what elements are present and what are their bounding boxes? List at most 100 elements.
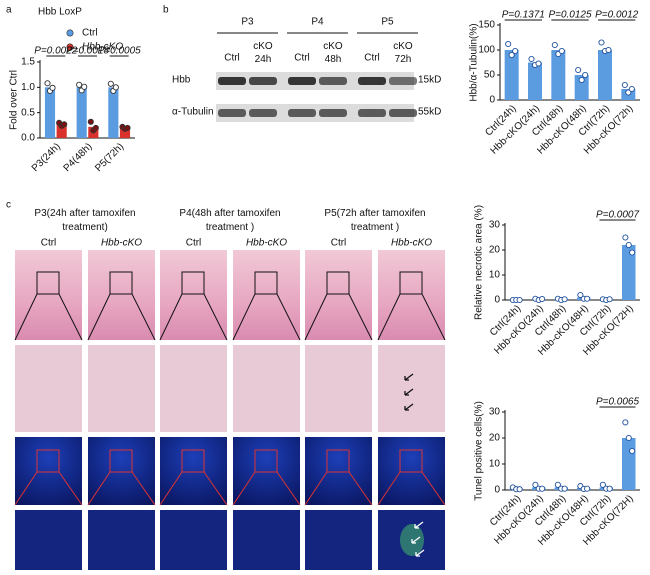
histology-group: P5(72h after tamoxifen treatment )	[324, 208, 425, 233]
blot-band	[358, 109, 386, 117]
he-high	[88, 345, 155, 432]
p-value: P=0.1371	[502, 10, 545, 21]
blot-lane: cKO 72h	[393, 41, 413, 65]
y-tick-label: 100	[478, 45, 495, 56]
blot-lane: Ctrl	[364, 53, 380, 64]
zoom-line	[14, 471, 38, 506]
legend-marker	[66, 29, 74, 37]
y-tick-label: 0	[494, 485, 500, 496]
arrow	[411, 536, 421, 544]
data-point	[622, 234, 629, 241]
y-tick-label: 150	[478, 20, 495, 31]
blot-row-label: Hbb	[172, 75, 191, 86]
fluor-box	[181, 449, 205, 473]
data-point	[107, 80, 114, 87]
y-tick-label: 10	[489, 459, 501, 470]
data-point	[629, 249, 636, 256]
data-point	[539, 295, 546, 303]
data-point	[605, 46, 612, 54]
fluor-low	[305, 437, 372, 505]
y-tick-label: 30	[489, 220, 501, 231]
data-point	[87, 118, 94, 125]
data-point	[625, 241, 632, 249]
blot-lane-part: cKO	[393, 41, 413, 52]
arrow	[404, 388, 414, 396]
blot-lane: Ctrl	[224, 53, 240, 64]
zoom-line	[159, 471, 183, 506]
blot-group: P3	[241, 17, 254, 28]
histology-group: P4(48h after tamoxifen treatment )	[179, 208, 280, 233]
histology-group-part: P4(48h after tamoxifen	[179, 208, 280, 219]
blot-lane: cKO 24h	[253, 41, 273, 65]
bar	[622, 438, 636, 490]
blot-lane-part: 72h	[395, 54, 412, 65]
he-high	[160, 345, 227, 432]
he-box	[399, 271, 423, 295]
blot-band	[249, 77, 277, 85]
y-tick-label: 0	[489, 95, 495, 106]
zoom-line	[421, 471, 446, 506]
he-low	[378, 250, 445, 340]
he-high	[233, 345, 300, 432]
y-tick-label: 0	[494, 295, 500, 306]
y-tick-label: 50	[484, 70, 496, 81]
bar	[504, 50, 519, 100]
data-point	[112, 84, 119, 91]
data-point	[49, 84, 56, 91]
y-tick-label: 20	[489, 245, 501, 256]
blot-band	[319, 77, 347, 85]
panel-label: a	[6, 5, 12, 16]
blot-band	[319, 109, 347, 117]
fluor-box	[399, 449, 423, 473]
zoom-line	[348, 471, 373, 506]
zoom-line	[131, 471, 156, 506]
x-tick-label: P5(72h)	[93, 141, 126, 174]
data-point	[505, 40, 512, 48]
fluor-box	[36, 449, 60, 473]
blot-lane-part: cKO	[323, 41, 343, 52]
histology-group-part: treatment )	[351, 222, 399, 233]
y-axis-label: Relative necrotic area (%)	[474, 205, 485, 320]
p-value: P=0.0022	[34, 46, 78, 57]
y-tick-label: 30	[489, 407, 501, 418]
fluor-high	[88, 510, 155, 570]
histology-group-part: P3(24h after tamoxifen	[34, 208, 135, 219]
blot-band	[218, 77, 246, 85]
fluor-high	[233, 510, 300, 570]
arrow	[404, 403, 414, 411]
fluor-box	[254, 449, 278, 473]
blot-band	[218, 109, 246, 117]
zoom-line	[159, 293, 183, 341]
zoom-line	[14, 293, 38, 341]
data-point	[561, 485, 568, 492]
blot-group: P4	[311, 17, 324, 28]
fluor-box	[326, 449, 350, 473]
bar	[598, 50, 612, 100]
he-high	[378, 345, 445, 432]
zoom-line	[232, 471, 256, 506]
he-low	[233, 250, 300, 340]
bar	[76, 87, 87, 138]
he-low	[305, 250, 372, 340]
blot-band	[358, 77, 386, 85]
data-point	[575, 66, 582, 74]
data-point	[625, 434, 632, 442]
p-value: P=0.0018	[66, 46, 110, 57]
zoom-line	[203, 293, 228, 341]
bar	[44, 87, 56, 138]
arrow	[404, 373, 414, 381]
blot-band	[288, 77, 316, 85]
data-point	[577, 291, 584, 299]
blot-band	[389, 109, 417, 117]
fluor-low	[233, 437, 300, 505]
blot-size: 15kD	[418, 75, 441, 86]
data-point	[512, 47, 519, 55]
histology-column: Ctrl	[186, 238, 202, 249]
zoom-line	[232, 293, 256, 341]
data-point	[535, 60, 542, 67]
y-axis-label: Fold over Ctrl	[9, 70, 20, 130]
y-axis-label: Hbb/α-Tubulin(%)	[469, 23, 480, 101]
histology-group-part: treatment)	[62, 222, 108, 233]
fluor-high	[160, 510, 227, 570]
bar	[574, 75, 589, 100]
